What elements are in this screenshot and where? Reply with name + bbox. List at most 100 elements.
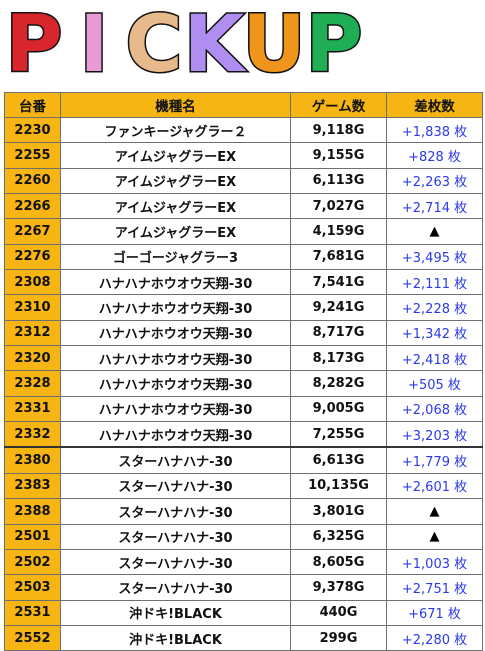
machine-number-cell: 2503 bbox=[4, 574, 61, 601]
machine-number-cell: 2266 bbox=[4, 193, 61, 220]
coin-difference-cell: +505 枚 bbox=[386, 370, 483, 397]
coin-difference-cell: +1,838 枚 bbox=[386, 116, 483, 144]
pickup-table: 台番 機種名 ゲーム数 差枚数 2230 ファンキージャグラー２ 9,118G +1,… bbox=[4, 92, 483, 651]
coin-difference-cell: +2,263 枚 bbox=[386, 167, 483, 195]
table-row: 2310 ハナハナホウオウ天翔-30 9,241G +2,228 枚 bbox=[4, 294, 483, 321]
table-row: 2331 ハナハナホウオウ天翔-30 9,005G +2,068 枚 bbox=[4, 395, 483, 423]
table-row: 2552 沖ドキ!BLACK 299G +2,280 枚 bbox=[4, 624, 483, 651]
banner-letter: C bbox=[124, 0, 184, 90]
banner-letter-glyph: P bbox=[4, 0, 64, 90]
machine-name-cell: スターハナハナ-30 bbox=[60, 523, 291, 550]
table-row: 2383 スターハナハナ-30 10,135G +2,601 枚 bbox=[4, 472, 483, 500]
game-count-cell: 9,241G bbox=[290, 294, 387, 321]
game-count-cell: 7,255G bbox=[290, 421, 387, 448]
table-row: 2255 アイムジャグラーEX 9,155G +828 枚 bbox=[4, 142, 483, 169]
machine-number-cell: 2383 bbox=[4, 472, 61, 500]
machine-number-cell: 2320 bbox=[4, 345, 61, 372]
coin-difference-cell: ▲ bbox=[386, 498, 483, 525]
game-count-cell: 8,605G bbox=[290, 548, 387, 576]
game-count-cell: 8,717G bbox=[290, 319, 387, 347]
machine-name-cell: アイムジャグラーEX bbox=[60, 167, 291, 195]
header-machine-number: 台番 bbox=[4, 92, 61, 118]
game-count-cell: 4,159G bbox=[290, 218, 387, 245]
machine-number-cell: 2308 bbox=[4, 269, 61, 296]
machine-name-cell: スターハナハナ-30 bbox=[60, 446, 291, 474]
machine-number-cell: 2312 bbox=[4, 319, 61, 347]
table-row: 2230 ファンキージャグラー２ 9,118G +1,838 枚 bbox=[4, 116, 483, 144]
game-count-cell: 299G bbox=[290, 624, 387, 651]
machine-name-cell: ハナハナホウオウ天翔-30 bbox=[60, 395, 291, 423]
coin-difference-cell: +1,003 枚 bbox=[386, 548, 483, 576]
table-row: 2501 スターハナハナ-30 6,325G ▲ bbox=[4, 523, 483, 550]
machine-number-cell: 2328 bbox=[4, 370, 61, 397]
machine-number-cell: 2388 bbox=[4, 498, 61, 525]
coin-difference-cell: ▲ bbox=[386, 523, 483, 550]
table-row: 2312 ハナハナホウオウ天翔-30 8,717G +1,342 枚 bbox=[4, 319, 483, 347]
game-count-cell: 9,118G bbox=[290, 116, 387, 144]
table-row: 2531 沖ドキ!BLACK 440G +671 枚 bbox=[4, 599, 483, 626]
machine-number-cell: 2552 bbox=[4, 624, 61, 651]
machine-name-cell: ハナハナホウオウ天翔-30 bbox=[60, 421, 291, 448]
table-row: 2267 アイムジャグラーEX 4,159G ▲ bbox=[4, 218, 483, 245]
machine-name-cell: 沖ドキ!BLACK bbox=[60, 599, 291, 626]
machine-name-cell: ハナハナホウオウ天翔-30 bbox=[60, 269, 291, 296]
banner-letter-glyph: U bbox=[241, 0, 307, 90]
coin-difference-cell: ▲ bbox=[386, 218, 483, 245]
machine-name-cell: ゴーゴージャグラー3 bbox=[60, 243, 291, 271]
game-count-cell: 9,155G bbox=[290, 142, 387, 169]
machine-name-cell: スターハナハナ-30 bbox=[60, 472, 291, 500]
machine-name-cell: アイムジャグラーEX bbox=[60, 142, 291, 169]
coin-difference-cell: +828 枚 bbox=[386, 142, 483, 169]
game-count-cell: 7,541G bbox=[290, 269, 387, 296]
coin-difference-cell: +2,418 枚 bbox=[386, 345, 483, 372]
game-count-cell: 9,005G bbox=[290, 395, 387, 423]
machine-number-cell: 2531 bbox=[4, 599, 61, 626]
table-row: 2308 ハナハナホウオウ天翔-30 7,541G +2,111 枚 bbox=[4, 269, 483, 296]
table-row: 2503 スターハナハナ-30 9,378G +2,751 枚 bbox=[4, 574, 483, 601]
machine-name-cell: ファンキージャグラー２ bbox=[60, 116, 291, 144]
machine-name-cell: 沖ドキ!BLACK bbox=[60, 624, 291, 651]
banner-letter-glyph: I bbox=[78, 0, 110, 90]
coin-difference-cell: +1,779 枚 bbox=[386, 446, 483, 474]
machine-name-cell: スターハナハナ-30 bbox=[60, 574, 291, 601]
machine-number-cell: 2332 bbox=[4, 421, 61, 448]
banner-letter: P bbox=[4, 0, 64, 90]
table-header-row: 台番 機種名 ゲーム数 差枚数 bbox=[4, 92, 483, 118]
banner-letter: I bbox=[66, 0, 122, 90]
table-row: 2502 スターハナハナ-30 8,605G +1,003 枚 bbox=[4, 548, 483, 576]
coin-difference-cell: +2,111 枚 bbox=[386, 269, 483, 296]
header-machine-name: 機種名 bbox=[60, 92, 291, 118]
table-row: 2388 スターハナハナ-30 3,801G ▲ bbox=[4, 498, 483, 525]
game-count-cell: 9,378G bbox=[290, 574, 387, 601]
machine-number-cell: 2267 bbox=[4, 218, 61, 245]
machine-name-cell: ハナハナホウオウ天翔-30 bbox=[60, 294, 291, 321]
machine-number-cell: 2502 bbox=[4, 548, 61, 576]
game-count-cell: 8,282G bbox=[290, 370, 387, 397]
machine-number-cell: 2255 bbox=[4, 142, 61, 169]
table-row: 2266 アイムジャグラーEX 7,027G +2,714 枚 bbox=[4, 193, 483, 220]
machine-name-cell: ハナハナホウオウ天翔-30 bbox=[60, 370, 291, 397]
header-coin-difference: 差枚数 bbox=[386, 92, 483, 118]
machine-name-cell: スターハナハナ-30 bbox=[60, 548, 291, 576]
game-count-cell: 8,173G bbox=[290, 345, 387, 372]
machine-name-cell: アイムジャグラーEX bbox=[60, 218, 291, 245]
coin-difference-cell: +3,203 枚 bbox=[386, 421, 483, 448]
table-row: 2380 スターハナハナ-30 6,613G +1,779 枚 bbox=[4, 446, 483, 474]
table-row: 2276 ゴーゴージャグラー3 7,681G +3,495 枚 bbox=[4, 243, 483, 271]
table-row: 2260 アイムジャグラーEX 6,113G +2,263 枚 bbox=[4, 167, 483, 195]
machine-name-cell: ハナハナホウオウ天翔-30 bbox=[60, 319, 291, 347]
machine-number-cell: 2260 bbox=[4, 167, 61, 195]
game-count-cell: 10,135G bbox=[290, 472, 387, 500]
banner-letter: P bbox=[304, 4, 364, 87]
game-count-cell: 3,801G bbox=[290, 498, 387, 525]
game-count-cell: 440G bbox=[290, 599, 387, 626]
banner-letter-glyph: C bbox=[124, 0, 184, 90]
coin-difference-cell: +2,751 枚 bbox=[386, 574, 483, 601]
coin-difference-cell: +2,228 枚 bbox=[386, 294, 483, 321]
banner-letter: U bbox=[241, 4, 307, 87]
game-count-cell: 6,113G bbox=[290, 167, 387, 195]
table-row: 2320 ハナハナホウオウ天翔-30 8,173G +2,418 枚 bbox=[4, 345, 483, 372]
coin-difference-cell: +3,495 枚 bbox=[386, 243, 483, 271]
